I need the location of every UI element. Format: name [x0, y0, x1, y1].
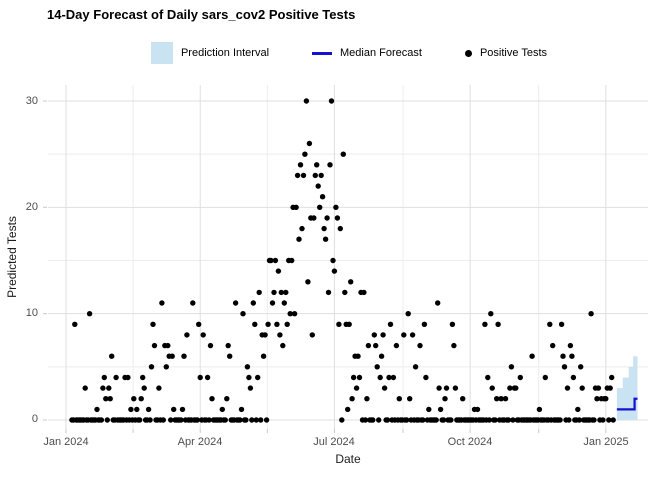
- legend-label: Median Forecast: [340, 47, 422, 59]
- positive-tests-dot-icon: [464, 49, 472, 57]
- x-tick-label: Apr 2024: [177, 436, 223, 448]
- legend-label: Positive Tests: [479, 47, 548, 59]
- x-tick-label: Jan 2025: [583, 436, 629, 448]
- gridlines: [48, 85, 648, 429]
- y-tick-label: 20: [25, 201, 38, 213]
- median-forecast-line: [616, 397, 638, 411]
- legend-item-positive-tests: Positive Tests: [464, 47, 548, 59]
- observed-points: [69, 98, 616, 423]
- y-tick-label: 30: [25, 95, 38, 107]
- axis-ticks: [43, 100, 607, 433]
- x-tick-label: Oct 2024: [447, 436, 493, 448]
- chart-title: 14-Day Forecast of Daily sars_cov2 Posit…: [47, 7, 356, 22]
- y-tick-label: 10: [25, 307, 38, 319]
- legend: Prediction Interval Median Forecast Posi…: [0, 40, 672, 66]
- y-axis-title: Predicted Tests: [5, 216, 19, 298]
- x-tick-label: Jul 2024: [313, 436, 355, 448]
- legend-item-median-forecast: Median Forecast: [312, 47, 422, 59]
- prediction-interval-swatch-icon: [150, 42, 173, 64]
- legend-item-prediction-interval: Prediction Interval: [150, 42, 270, 64]
- median-forecast-line-icon: [312, 51, 333, 55]
- x-tick-label: Jan 2024: [43, 436, 89, 448]
- x-axis-title: Date: [335, 452, 361, 466]
- legend-label: Prediction Interval: [180, 47, 270, 59]
- y-tick-label: 0: [31, 413, 38, 425]
- prediction-interval-band: [616, 356, 638, 420]
